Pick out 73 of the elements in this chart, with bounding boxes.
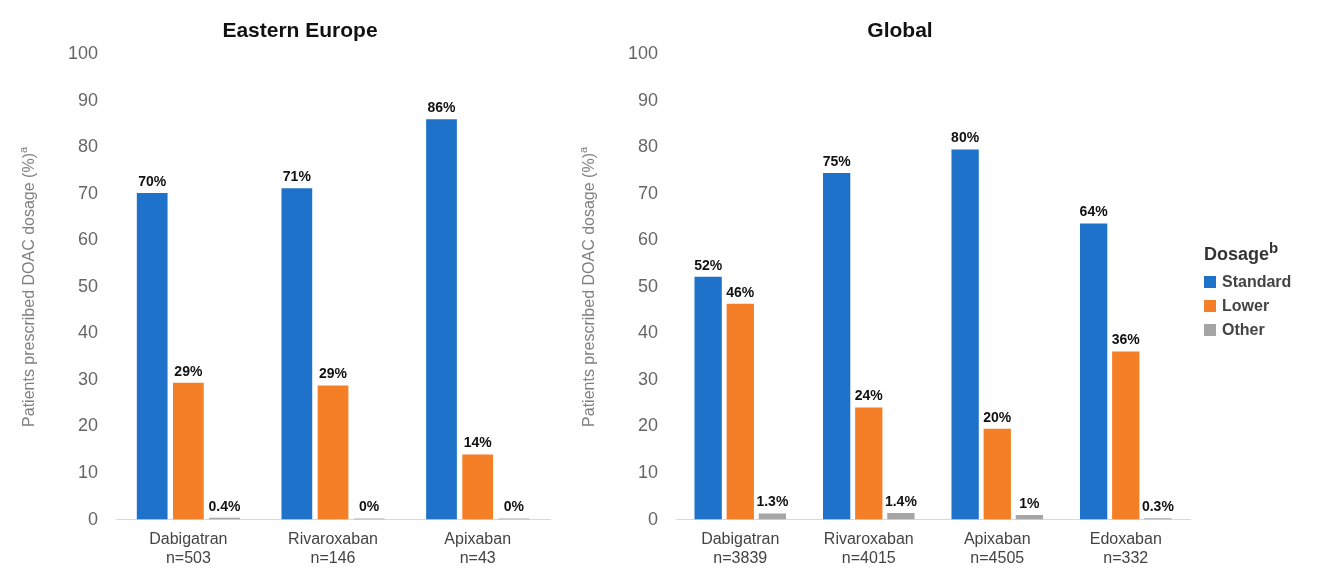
bar [317,385,349,520]
data-label: 29% [319,365,348,382]
x-tick-label: Rivaroxaban n=146 [288,529,378,566]
y-tick-label: 20 [78,415,99,436]
y-tick-label: 0 [88,508,99,529]
y-tick-label: 70 [78,182,99,203]
y-tick-label: 80 [78,136,99,157]
y-tick-label: 80 [638,136,659,157]
chart-title: Global [867,18,933,42]
bar [983,428,1011,520]
data-label: 70% [138,172,167,189]
bar [136,192,168,520]
y-tick-label: 50 [638,275,659,296]
bar [726,303,754,520]
data-label: 75% [822,152,852,169]
data-label: 1% [1019,494,1041,511]
y-tick-label: 50 [78,275,99,296]
legend-label: Lower [1222,296,1270,315]
data-label: 86% [427,99,457,116]
y-tick-label: 10 [638,462,659,483]
data-label: 0.3% [1141,498,1175,515]
y-tick-label: 10 [78,462,99,483]
legend-label: Standard [1222,272,1292,291]
y-tick-label: 0 [648,508,659,529]
data-label: 80% [951,129,980,146]
data-label: 46% [726,283,755,300]
y-tick-label: 40 [638,322,659,343]
data-label: 0% [503,498,525,515]
y-tick-label: 100 [67,43,99,64]
x-tick-label: Edoxaban n=332 [1089,529,1162,566]
legend-title: Dosage$^{b}$ [1204,238,1280,265]
x-tick-label: Dabigatran n=3839 [701,529,780,566]
y-tick-label: 70 [638,182,659,203]
legend-label: Other [1222,320,1265,339]
y-tick-label: 100 [627,43,659,64]
x-tick-label: Apixaban n=4505 [963,529,1031,566]
data-label: 36% [1111,331,1141,348]
bar [462,454,494,520]
data-label: 29% [174,362,203,379]
data-label: 71% [282,168,312,185]
x-tick-label: Rivaroxaban n=4015 [823,529,914,566]
bar [823,172,851,520]
x-tick-label: Apixaban n=43 [444,529,512,566]
y-tick-label: 60 [638,229,659,250]
data-label: 52% [694,256,723,273]
data-label: 20% [983,408,1012,425]
data-label: 0.4% [208,497,242,514]
y-axis-title: Patients prescribed DOAC dosage (%)a [17,146,38,427]
bar [1112,351,1140,520]
y-axis-title: Patients prescribed DOAC dosage (%)a [577,146,598,427]
bar [426,119,457,520]
data-label: 64% [1079,203,1109,220]
y-tick-label: 30 [78,368,99,389]
y-tick-label: 40 [78,322,99,343]
y-tick-label: 20 [638,415,659,436]
bar [855,407,883,520]
bar [694,276,722,520]
chart-title: Eastern Europe [222,18,378,42]
x-tick-label: Dabigatran n=503 [149,529,228,566]
y-tick-label: 60 [78,229,99,250]
data-label: 0% [359,498,380,515]
y-tick-label: 30 [638,368,659,389]
bar [281,188,313,520]
bar [887,513,915,520]
data-label: 14% [463,434,493,451]
data-label: 24% [854,387,884,404]
bar [951,149,979,520]
y-tick-label: 90 [78,89,99,110]
data-label: 1.3% [756,493,789,510]
bar [1079,223,1108,520]
y-tick-label: 90 [638,89,659,110]
bar [172,382,204,520]
data-label: 1.4% [884,492,918,509]
